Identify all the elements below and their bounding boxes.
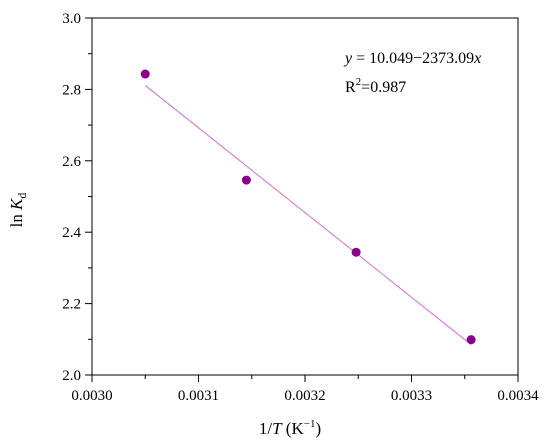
x-tick-label: 0.0034 (497, 388, 539, 404)
equation-y-var: y (343, 50, 353, 67)
y-tick-label: 2.4 (62, 225, 81, 241)
regression-equation: y = 10.049−2373.09x (343, 50, 481, 67)
y-tick-label: 2.0 (62, 368, 81, 384)
x-tick-label: 0.0031 (178, 388, 219, 404)
x-tick-label: 0.0032 (284, 388, 325, 404)
tick-labels: 0.0030 0.0031 0.0032 0.0033 0.0034 2.0 2.2 2.4 2… (62, 11, 539, 404)
fit-line-layer (144, 85, 472, 346)
minor-ticks (88, 53, 466, 379)
r-squared-label: R2=0.987 (345, 76, 406, 96)
y-tick-label: 3.0 (62, 11, 81, 27)
plot-area-frame (91, 17, 519, 376)
equation-x-var: x (473, 50, 481, 67)
equation-coefficients: = 10.049−2373.09 (352, 50, 474, 67)
data-points (140, 69, 476, 345)
x-axis-title: 1/T (K−1) (259, 418, 321, 438)
y-tick-label: 2.8 (62, 82, 81, 98)
y-tick-label: 2.6 (62, 154, 81, 170)
x-tick-label: 0.0030 (71, 388, 112, 404)
major-ticks (85, 17, 519, 382)
y-tick-label: 2.2 (62, 297, 81, 313)
y-axis-title: ln Kd (7, 193, 29, 228)
data-point (351, 247, 361, 257)
data-point (466, 335, 476, 345)
data-point (241, 175, 251, 185)
data-point (140, 69, 150, 79)
x-tick-label: 0.0033 (391, 388, 432, 404)
fit-line (144, 85, 472, 346)
